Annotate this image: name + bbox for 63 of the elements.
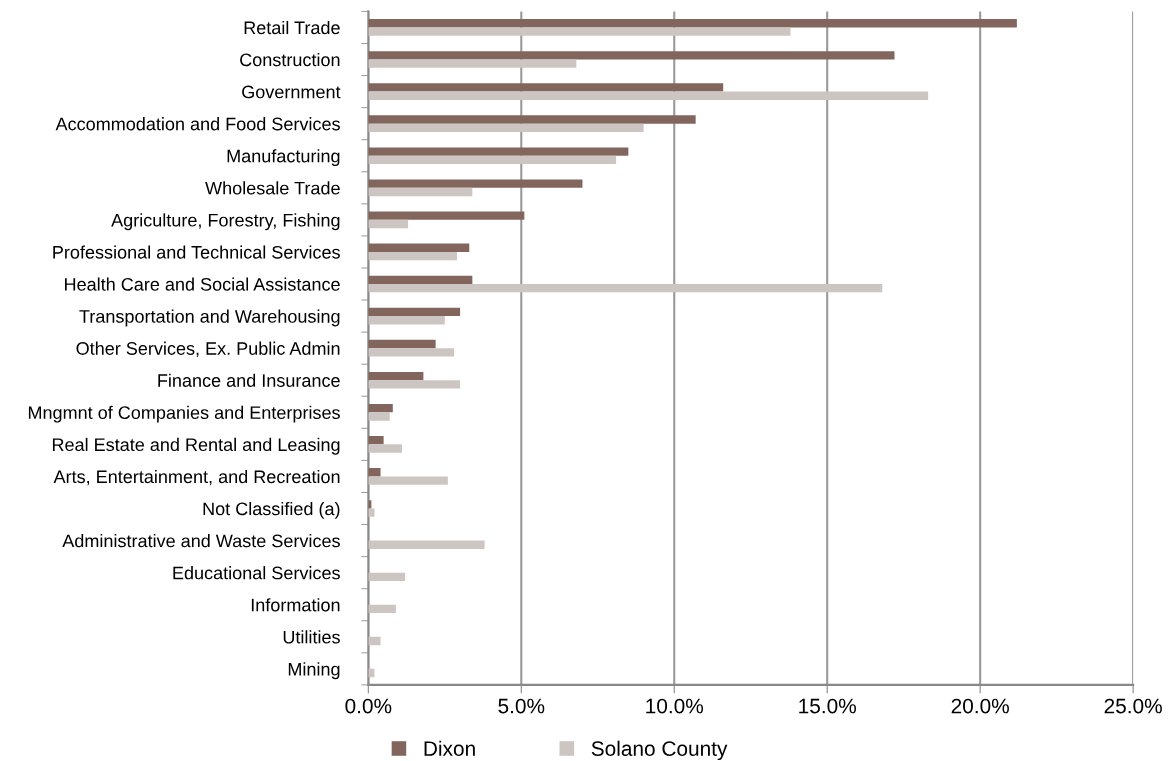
bar (368, 51, 895, 60)
bar (368, 412, 390, 421)
y-tick-label: Other Services, Ex. Public Admin (76, 341, 340, 358)
bar (368, 243, 470, 252)
legend-label: Solano County (591, 740, 728, 761)
bar (368, 307, 461, 317)
bar (368, 59, 577, 68)
bar (368, 636, 381, 646)
y-tick-label: Utilities (283, 630, 340, 644)
bar (368, 284, 883, 293)
bar (368, 339, 436, 349)
bar (368, 187, 473, 197)
x-tick-label: 20.0% (951, 698, 1009, 714)
y-tick-label: Administrative and Waste Services (62, 534, 340, 548)
bar (368, 444, 402, 453)
bar (368, 91, 929, 100)
y-tick-label: Government (242, 85, 341, 99)
bar (368, 540, 485, 549)
y-tick-label: Transportation and Warehousing (79, 309, 340, 327)
x-tick-label: 15.0% (799, 698, 856, 714)
y-tick-label: Educational Services (173, 566, 340, 580)
bar (368, 572, 406, 581)
bar (368, 348, 454, 357)
bar (368, 476, 448, 485)
bar (368, 251, 458, 261)
bar (368, 219, 409, 229)
bar (368, 123, 644, 132)
y-tick-label: Mngmnt of Companies and Enterprises (28, 405, 340, 423)
bar (368, 83, 724, 92)
y-tick-label: Health Care and Social Assistance (65, 277, 340, 291)
bar (368, 115, 696, 124)
y-tick-label: Arts, Entertainment, and Recreation (53, 469, 340, 486)
y-tick-label: Finance and Insurance (158, 373, 340, 387)
y-tick-label: Information (251, 598, 340, 612)
bar (368, 147, 629, 156)
y-tick-label: Accommodation and Food Services (55, 117, 340, 131)
bar (368, 211, 525, 220)
x-tick-label: 25.0% (1104, 698, 1162, 714)
bar (368, 275, 473, 285)
y-tick-label: Mining (288, 662, 340, 680)
legend-label: Dixon (424, 740, 475, 756)
bar (368, 403, 393, 413)
bar (368, 27, 791, 36)
y-tick-label: Construction (240, 52, 340, 67)
bar (368, 155, 617, 165)
y-tick-label: Professional and Technical Services (53, 245, 340, 259)
bar (368, 380, 461, 389)
bar (368, 179, 583, 188)
bar (368, 371, 424, 381)
bar (368, 316, 445, 325)
y-tick-label: Not Classified (a) (203, 501, 340, 519)
bar (368, 604, 396, 614)
y-tick-label: Real Estate and Rental and Leasing (52, 437, 340, 455)
bar (368, 436, 384, 445)
bar (368, 19, 1017, 28)
bar (368, 468, 381, 477)
x-tick-label: 0.0% (345, 698, 392, 714)
x-tick-label: 5.0% (498, 698, 545, 714)
y-tick-label: Retail Trade (244, 20, 340, 35)
x-tick-label: 10.0% (646, 698, 704, 714)
y-tick-label: Manufacturing (227, 149, 340, 167)
y-tick-label: Agriculture, Forestry, Fishing (111, 213, 340, 231)
y-tick-label: Wholesale Trade (205, 181, 340, 195)
